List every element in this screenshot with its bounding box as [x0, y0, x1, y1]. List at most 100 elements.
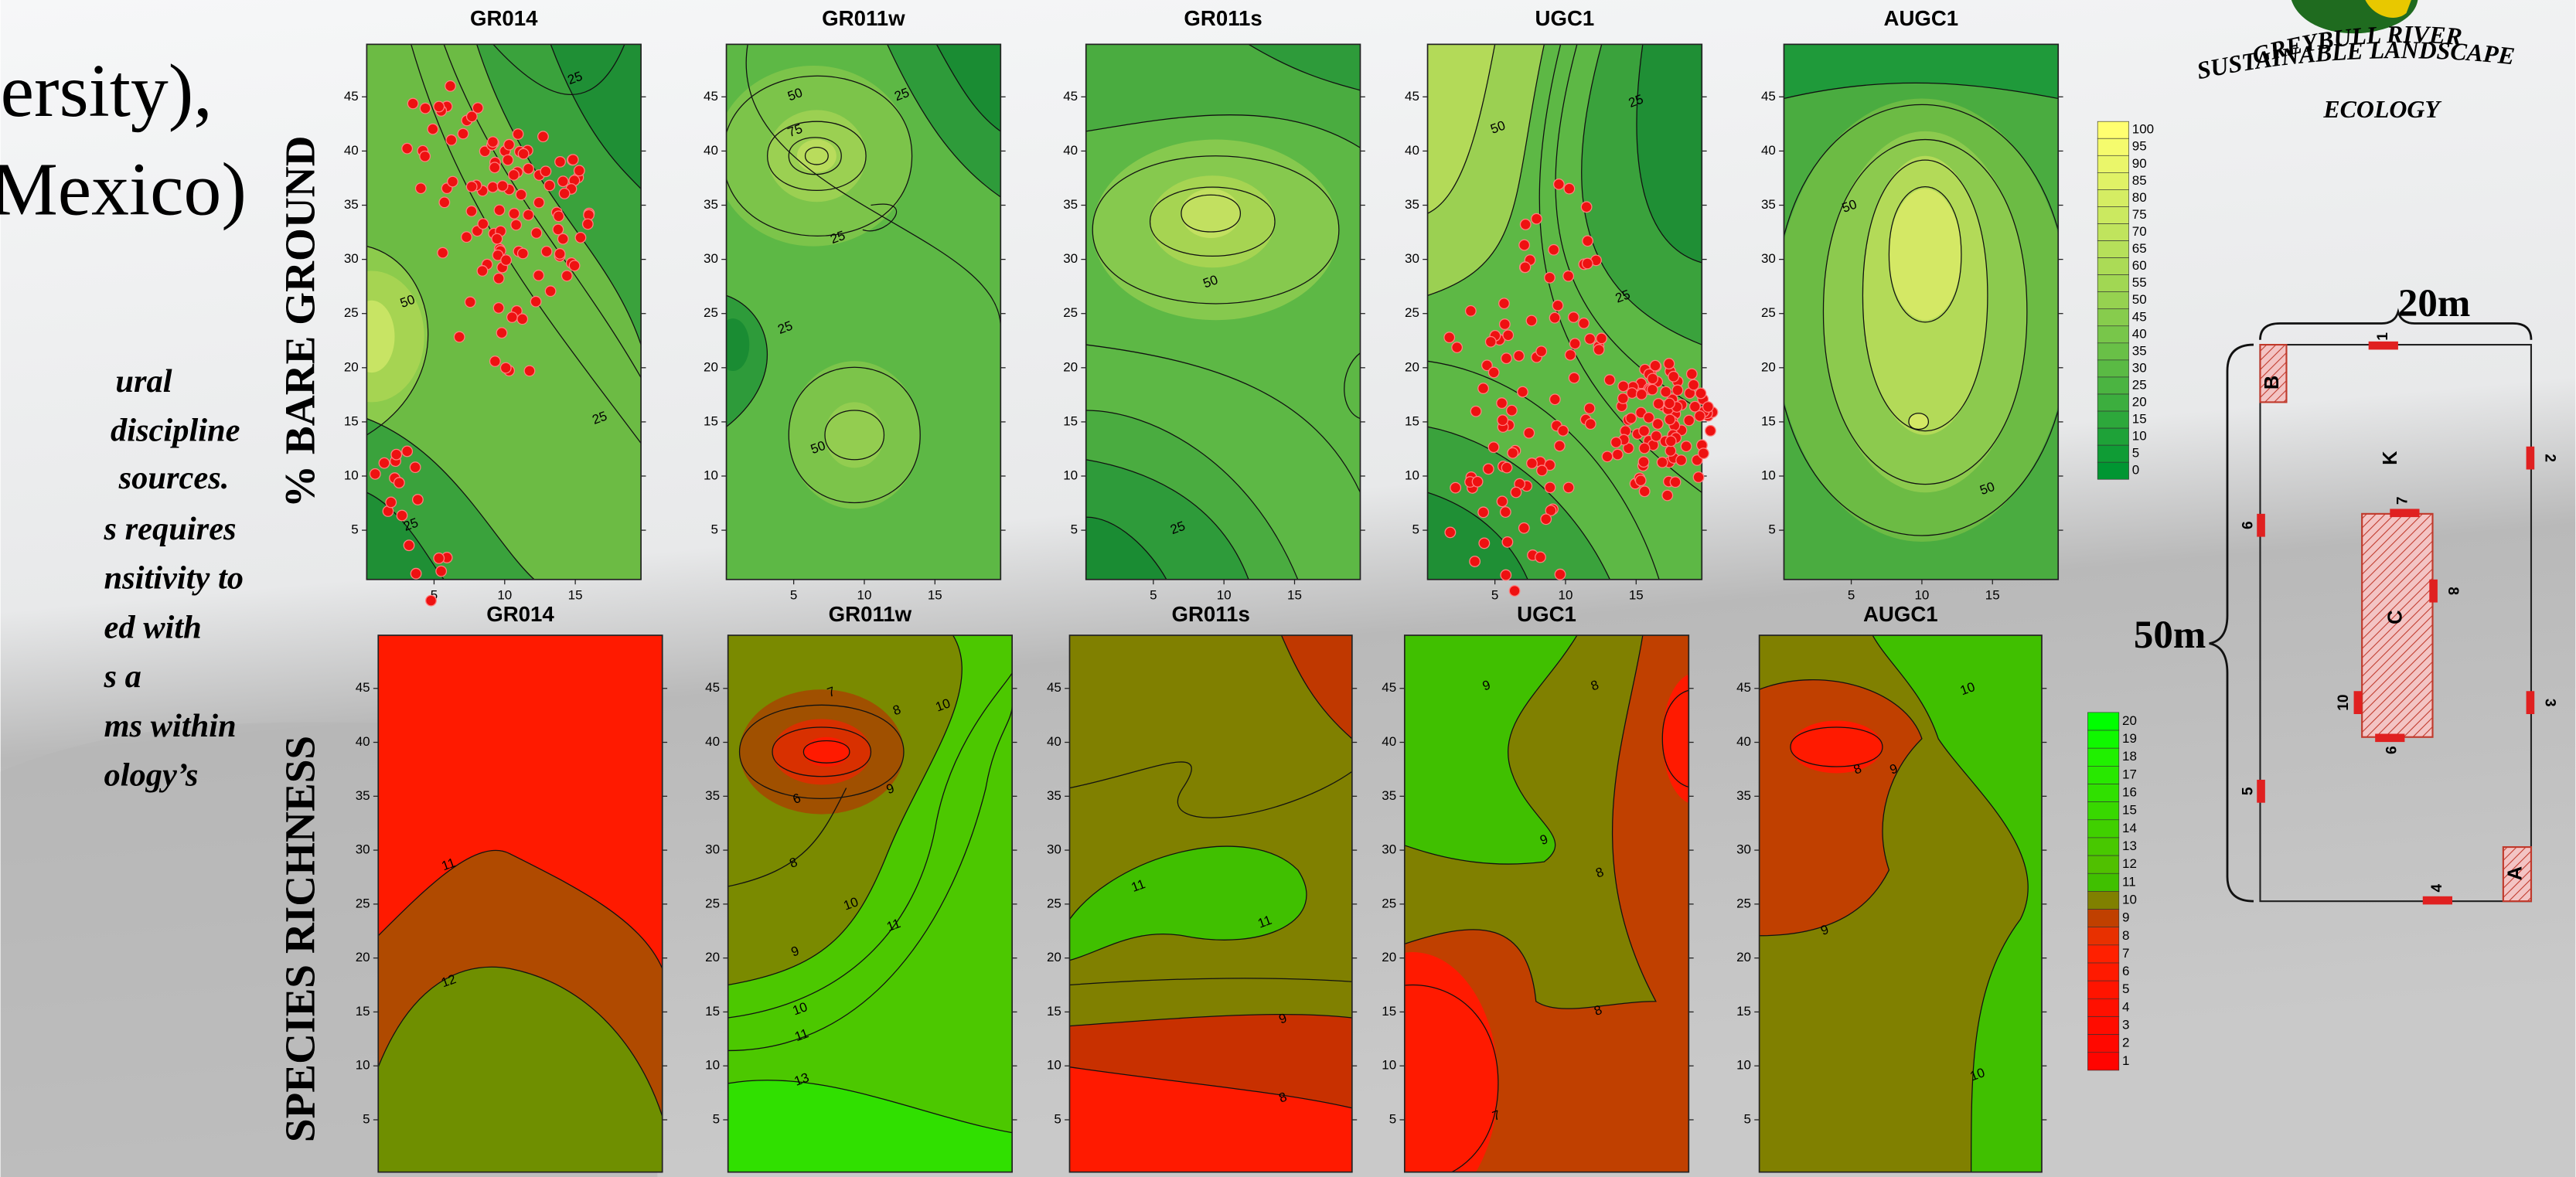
colorbar-label: 80: [2132, 190, 2147, 205]
sample-dot: [517, 314, 528, 325]
sample-dot: [379, 458, 390, 468]
sample-dot: [1558, 426, 1569, 437]
colorbar-label: 2: [2122, 1036, 2129, 1050]
marker: [2423, 896, 2452, 905]
y-tick-label: 40: [705, 734, 720, 749]
sample-dot: [1693, 472, 1704, 483]
sample-dot: [523, 164, 534, 175]
body-line: discipline: [111, 413, 240, 449]
sample-dot: [391, 449, 402, 460]
colorbar-label: 45: [2132, 309, 2147, 324]
colorbar-swatch: [2087, 730, 2118, 748]
sample-dot: [436, 566, 447, 577]
colorbar-label: 50: [2132, 292, 2147, 307]
y-tick-label: 20: [1063, 359, 1078, 374]
colorbar-label: 25: [2132, 377, 2147, 392]
y-tick-label: 10: [1736, 1058, 1751, 1073]
sample-dot: [1527, 458, 1538, 469]
sample-dot: [1501, 353, 1512, 364]
colorbar-swatch: [2087, 927, 2118, 945]
colorbar-swatch: [2087, 820, 2118, 838]
colorbar-swatch: [2097, 241, 2128, 258]
y-tick-label: 30: [1761, 251, 1776, 266]
panel-title: GR014: [470, 6, 538, 30]
body-line: nsitivity to: [104, 560, 244, 597]
y-tick-label: 5: [1071, 522, 1078, 537]
y-tick-label: 35: [1382, 788, 1396, 803]
sample-dot: [1611, 437, 1622, 448]
sample-dot: [1520, 262, 1531, 273]
sample-dot: [1569, 372, 1579, 383]
sample-dot: [1564, 183, 1575, 194]
y-tick-label: 30: [1063, 251, 1078, 266]
sample-dot: [477, 266, 488, 277]
row-label: % BARE GROUND: [276, 136, 323, 509]
sample-dot: [544, 180, 555, 191]
colorbar-swatch: [2087, 891, 2118, 909]
sample-dot: [1638, 457, 1649, 468]
colorbar-swatch: [2087, 766, 2118, 784]
y-tick-label: 30: [344, 251, 359, 266]
colorbar-label: 55: [2132, 275, 2147, 290]
y-tick-label: 25: [1761, 305, 1776, 320]
y-tick-label: 20: [705, 950, 720, 964]
sample-dot: [1661, 386, 1671, 397]
x-tick-label: 15: [1629, 588, 1644, 603]
y-tick-label: 20: [356, 950, 370, 964]
sample-dot: [1524, 427, 1535, 438]
body-line: ms within: [104, 708, 237, 744]
y-tick-label: 40: [356, 734, 370, 749]
colorbar-swatch: [2087, 748, 2118, 766]
sample-dot: [518, 148, 529, 159]
sample-dot: [404, 540, 414, 551]
sample-dot: [1650, 360, 1661, 371]
sample-dot: [1545, 272, 1555, 283]
sample-dot: [466, 206, 477, 216]
colorbar-swatch: [2087, 1053, 2118, 1070]
colorbar-label: 13: [2122, 839, 2137, 853]
sample-dot: [1627, 388, 1637, 399]
sample-dot: [410, 462, 421, 473]
y-tick-label: 15: [1063, 413, 1078, 428]
colorbar-swatch: [2097, 343, 2128, 360]
y-tick-label: 25: [1047, 896, 1061, 910]
y-tick-label: 10: [1405, 468, 1419, 482]
sample-dot: [1644, 413, 1654, 424]
x-tick-label: 10: [497, 588, 512, 603]
y-tick-label: 25: [356, 896, 370, 910]
sample-dot: [413, 495, 424, 505]
sample-dot: [1478, 383, 1489, 394]
colorbar-swatch: [2097, 206, 2128, 223]
sample-dot: [497, 181, 508, 192]
colorbar-swatch: [2097, 394, 2128, 411]
y-tick-label: 35: [1063, 197, 1078, 212]
sample-dot: [1444, 332, 1455, 343]
sample-dot: [492, 233, 503, 244]
colorbar-label: 65: [2132, 241, 2147, 256]
width-label: 20m: [2398, 282, 2470, 325]
sample-dot: [504, 139, 515, 150]
y-tick-label: 45: [1736, 680, 1751, 695]
sample-dot: [1488, 442, 1499, 453]
marker: [2527, 691, 2535, 714]
y-tick-label: 45: [705, 680, 720, 695]
colorbar-swatch: [2097, 292, 2128, 309]
x-tick-label: 5: [1491, 588, 1498, 603]
colorbar-label: 11: [2122, 874, 2136, 889]
colorbar-label: 60: [2132, 258, 2147, 273]
sample-dot: [1670, 477, 1681, 488]
sample-dot: [1581, 202, 1592, 213]
sample-dot: [1488, 367, 1499, 378]
row-label: SPECIES RICHNESS: [276, 736, 323, 1142]
y-tick-label: 35: [705, 788, 720, 803]
panel-title: UGC1: [1517, 602, 1576, 626]
marker-label: 1: [2375, 332, 2391, 341]
sample-dot: [446, 134, 457, 145]
y-tick-label: 5: [710, 522, 717, 537]
colorbar-label: 85: [2132, 173, 2147, 188]
sample-dot: [386, 497, 397, 508]
y-tick-label: 20: [1382, 950, 1396, 964]
sample-dot: [555, 157, 566, 168]
contour-map: [1086, 44, 1361, 579]
y-tick-label: 10: [344, 468, 359, 482]
